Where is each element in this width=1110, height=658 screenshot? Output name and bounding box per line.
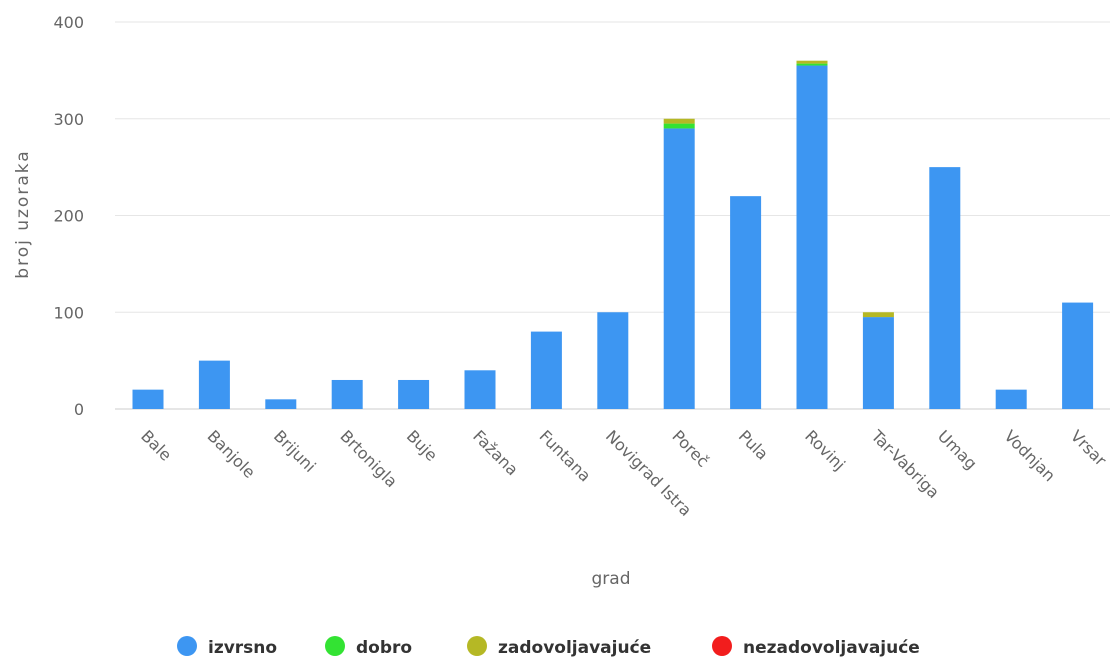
bar-segment-izvrsno-6[interactable] — [530, 331, 562, 409]
legend: izvrsno dobro zadovoljavajuće nezadovoljava… — [177, 636, 920, 658]
bar-segment-izvrsno-7[interactable] — [597, 312, 629, 409]
x-tick-label: Rovinj — [801, 426, 849, 474]
legend-marker — [712, 636, 732, 656]
bar-segment-izvrsno-11[interactable] — [862, 317, 894, 409]
legend-marker — [325, 636, 345, 656]
bar-segment-dobro-8[interactable] — [663, 123, 695, 129]
legend-item-izvrsno[interactable]: izvrsno — [177, 636, 277, 658]
x-tick-label: Tar-Vabriga — [867, 426, 943, 502]
x-tick-label: Bale — [137, 426, 175, 464]
x-axis-title: grad — [592, 569, 631, 589]
bar-segment-izvrsno-3[interactable] — [331, 379, 363, 409]
legend-label: izvrsno — [208, 638, 277, 658]
bar-segment-izvrsno-14[interactable] — [1062, 302, 1094, 409]
legend-item-zadovoljavajuće[interactable]: zadovoljavajuće — [467, 636, 651, 658]
bar-segment-izvrsno-10[interactable] — [796, 65, 828, 409]
bar-segment-izvrsno-9[interactable] — [730, 196, 762, 409]
bar-segment-izvrsno-5[interactable] — [464, 370, 496, 409]
y-axis-title: broj uzoraka — [13, 149, 33, 278]
legend-marker — [177, 636, 197, 656]
x-tick-label: Banjole — [204, 426, 259, 481]
bar-segment-zadovoljavajuće-8[interactable] — [663, 118, 695, 124]
legend-label: zadovoljavajuće — [498, 638, 651, 658]
x-tick-label: Vrsar — [1067, 426, 1110, 470]
bar-segment-dobro-10[interactable] — [796, 63, 828, 66]
x-tick-label: Brijuni — [270, 426, 320, 476]
bar-segment-izvrsno-12[interactable] — [929, 167, 961, 409]
y-tick-label: 0 — [74, 400, 84, 419]
y-tick-label: 200 — [53, 207, 84, 226]
legend-item-dobro[interactable]: dobro — [325, 636, 412, 658]
bar-segment-izvrsno-13[interactable] — [995, 389, 1027, 409]
y-tick-label: 300 — [53, 110, 84, 129]
legend-item-nezadovoljavajuće[interactable]: nezadovoljavajuće — [712, 636, 920, 658]
bar-segment-izvrsno-4[interactable] — [398, 379, 430, 409]
y-axis-ticks: 0 100 200 300 400 — [53, 13, 84, 419]
y-tick-label: 100 — [53, 303, 84, 322]
x-tick-label: Poreč — [668, 426, 712, 470]
x-tick-label: Vodnjan — [1000, 426, 1059, 485]
x-tick-label: Funtana — [536, 426, 595, 485]
bar-segment-izvrsno-2[interactable] — [265, 399, 297, 409]
bar-segment-izvrsno-0[interactable] — [132, 389, 164, 409]
x-tick-label: Buje — [403, 426, 441, 464]
x-axis-ticks: Bale Banjole Brijuni Brtonigla Buje Fažana Fun… — [137, 426, 1110, 520]
legend-label: nezadovoljavajuće — [743, 638, 920, 658]
x-tick-label: Pula — [735, 426, 772, 463]
bar-segment-zadovoljavajuće-11[interactable] — [862, 312, 894, 318]
bar-segment-izvrsno-1[interactable] — [198, 360, 230, 409]
x-tick-label: Brtonigla — [336, 426, 401, 491]
x-tick-label: Umag — [934, 426, 981, 473]
legend-marker — [467, 636, 487, 656]
y-tick-label: 400 — [53, 13, 84, 32]
legend-label: dobro — [356, 638, 412, 658]
bar-segment-zadovoljavajuće-10[interactable] — [796, 60, 828, 64]
x-tick-label: Fažana — [469, 426, 522, 479]
bars — [132, 60, 1094, 410]
bar-segment-izvrsno-8[interactable] — [663, 128, 695, 410]
